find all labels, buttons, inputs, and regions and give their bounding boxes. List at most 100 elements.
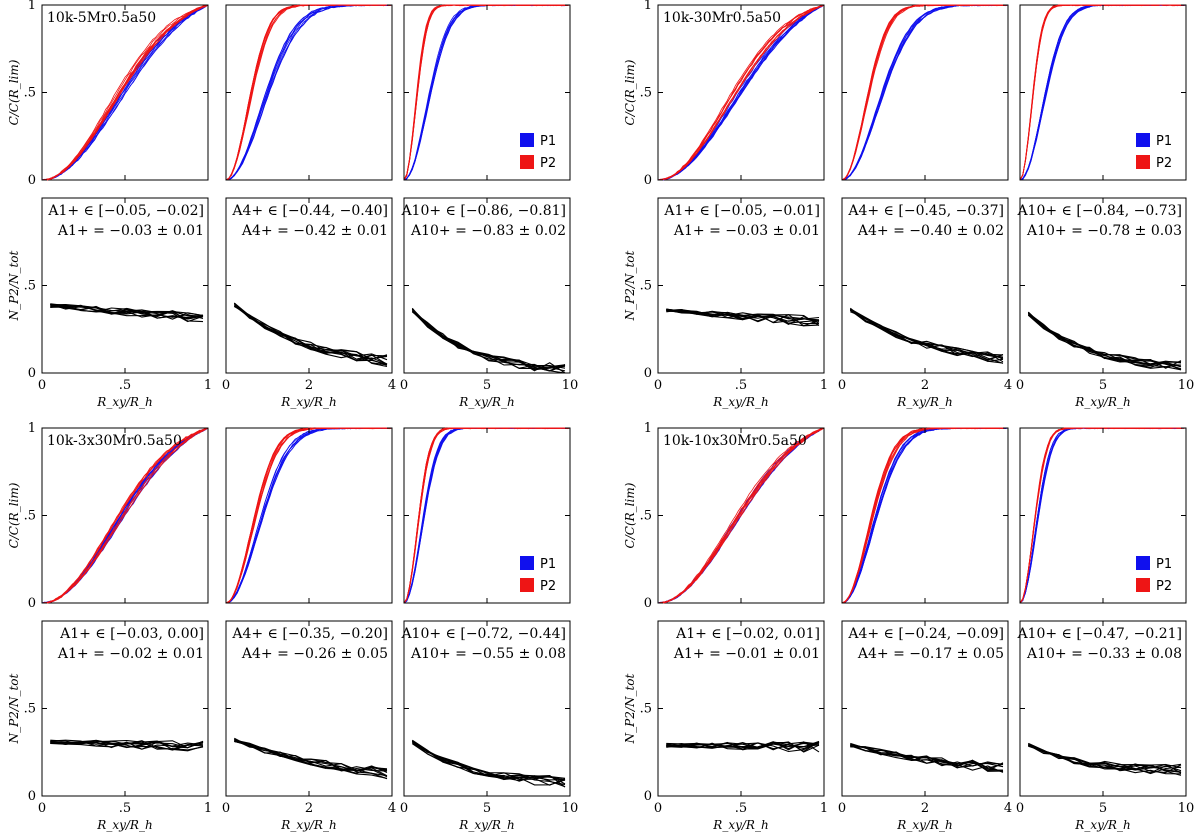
ratio-line — [1028, 743, 1182, 773]
ratio-panel: 0 .5 0 .5 1 R_xy/R_h N_P2/N_tot A1+ ∈ [−0.05, −… — [623, 197, 828, 409]
legend-label-p2: P2 — [1156, 579, 1172, 594]
legend-label-p1: P1 — [540, 134, 556, 149]
p1-curve — [841, 427, 1008, 604]
ratio-line — [411, 308, 566, 374]
p2-curve — [657, 4, 825, 181]
p2-curve — [403, 427, 571, 604]
xtick-label: .5 — [735, 378, 747, 393]
xtick-label: 10 — [1178, 801, 1195, 816]
ratio-line — [234, 305, 388, 366]
legend-swatch-p1 — [520, 133, 534, 147]
xlabel: R_xy/R_h — [1074, 818, 1130, 832]
p2-curve — [841, 427, 1008, 604]
p2-curve — [41, 427, 209, 604]
ratio-line — [850, 744, 1004, 773]
a-plus-value: A10+ = −0.55 ± 0.08 — [410, 646, 566, 662]
xtick-label: 2 — [305, 378, 313, 393]
a-plus-range: A10+ ∈ [−0.47, −0.21] — [1016, 626, 1182, 642]
xtick-label: .5 — [119, 378, 131, 393]
p1-curve — [657, 4, 825, 181]
p1-curve — [225, 427, 392, 604]
ytick-label: 1 — [28, 421, 36, 436]
legend-label-p1: P1 — [540, 557, 556, 572]
ytick-label: .5 — [24, 509, 36, 524]
legend-label-p2: P2 — [540, 579, 556, 594]
ratio-panel: 0 .5 0 .5 1 R_xy/R_h N_P2/N_tot A1+ ∈ [−0.03, 0… — [7, 620, 212, 832]
xtick-label: 0 — [838, 378, 846, 393]
xtick-label: 5 — [1099, 378, 1107, 393]
ratio-line — [666, 741, 820, 753]
xtick-label: 0 — [1016, 801, 1024, 816]
ratio-line — [411, 308, 566, 372]
top-ylabel: C/C(R_lim) — [7, 482, 21, 548]
legend-swatch-p2 — [520, 578, 534, 592]
xtick-label: 10 — [562, 378, 579, 393]
p2-curve — [225, 427, 393, 604]
p2-curve — [841, 427, 1008, 604]
ratio-line — [850, 309, 1004, 359]
xtick-label: 0 — [38, 801, 46, 816]
top-ylabel: C/C(R_lim) — [7, 59, 21, 125]
p2-curve — [658, 427, 825, 604]
ytick-label: 0 — [28, 366, 36, 381]
ytick-label: 1 — [28, 0, 36, 13]
p1-curve — [41, 4, 209, 181]
p2-curve — [42, 4, 209, 181]
p2-curve — [1019, 427, 1187, 604]
ytick-label: 1 — [644, 421, 652, 436]
ytick-label: .5 — [24, 86, 36, 101]
p1-curve — [841, 427, 1009, 604]
p1-curve — [841, 427, 1009, 604]
xtick-label: 0 — [38, 378, 46, 393]
ratio-panel: 0 5 10 R_xy/R_h A10+ ∈ [−0.47, −0.21] A10+ = … — [1016, 620, 1195, 832]
a-plus-value: A1+ = −0.01 ± 0.01 — [673, 646, 820, 662]
xtick-label: 0 — [838, 801, 846, 816]
panel-title: 10k-3x30Mr0.5a50 — [47, 433, 182, 449]
ytick-label: .5 — [640, 86, 652, 101]
ytick-label: .5 — [24, 279, 36, 294]
ratio-panel: 0 2 4 R_xy/R_h A4+ ∈ [−0.35, −0.20] A4+ = −0.… — [222, 620, 396, 832]
p2-curve — [841, 4, 1009, 181]
p1-curve — [226, 427, 393, 604]
top-ylabel: C/C(R_lim) — [623, 482, 637, 548]
ratio-line — [411, 740, 566, 785]
ratio-line — [849, 309, 1004, 358]
a-plus-range: A1+ ∈ [−0.03, 0.00] — [59, 626, 204, 642]
ratio-panel: 0 .5 0 .5 1 R_xy/R_h N_P2/N_tot A1+ ∈ [−0.05, −… — [7, 197, 212, 409]
p2-curve — [841, 427, 1008, 604]
p1-curve — [841, 427, 1009, 604]
p1-curve — [225, 427, 392, 604]
axes-frame — [841, 427, 1009, 604]
xlabel: R_xy/R_h — [712, 818, 768, 832]
p1-curve — [403, 4, 570, 181]
xtick-label: 5 — [1099, 801, 1107, 816]
ytick-label: 0 — [644, 173, 652, 188]
ratio-panel: 0 5 10 R_xy/R_h A10+ ∈ [−0.86, −0.81] A10+ = … — [400, 197, 579, 409]
ratio-panel: 0 2 4 R_xy/R_h A4+ ∈ [−0.44, −0.40] A4+ = −0.… — [222, 197, 396, 409]
a-plus-value: A4+ = −0.17 ± 0.05 — [857, 646, 1004, 662]
p1-curve — [225, 427, 392, 604]
xtick-label: 0 — [400, 378, 408, 393]
p1-curve — [841, 427, 1008, 604]
ytick-label: .5 — [640, 509, 652, 524]
ratio-line — [234, 306, 388, 361]
p1-curve — [841, 4, 1009, 181]
ytick-label: 0 — [28, 789, 36, 804]
a-plus-range: A10+ ∈ [−0.72, −0.44] — [400, 626, 566, 642]
cumulative-panel — [225, 427, 393, 604]
legend-label-p2: P2 — [540, 156, 556, 171]
a-plus-range: A1+ ∈ [−0.05, −0.02] — [47, 203, 204, 219]
p2-curve — [657, 427, 825, 604]
a-plus-value: A4+ = −0.40 ± 0.02 — [857, 223, 1004, 239]
ratio-line — [412, 741, 566, 788]
cumulative-panel: 0 .5 1 10k-30Mr0.5a50 C/C(R_lim) — [623, 0, 825, 188]
panel-group-1: 0 .5 1 10k-5Mr0.5a50 C/C(R_lim) 0 .5 0 .5 1 R_xy/R… — [7, 0, 578, 409]
xtick-label: 4 — [1004, 378, 1012, 393]
panel-group-3: 0 .5 1 10k-3x30Mr0.5a50 C/C(R_lim) 0 .5 0 .5 1 R_x… — [7, 421, 578, 832]
bottom-ylabel: N_P2/N_tot — [623, 251, 637, 322]
